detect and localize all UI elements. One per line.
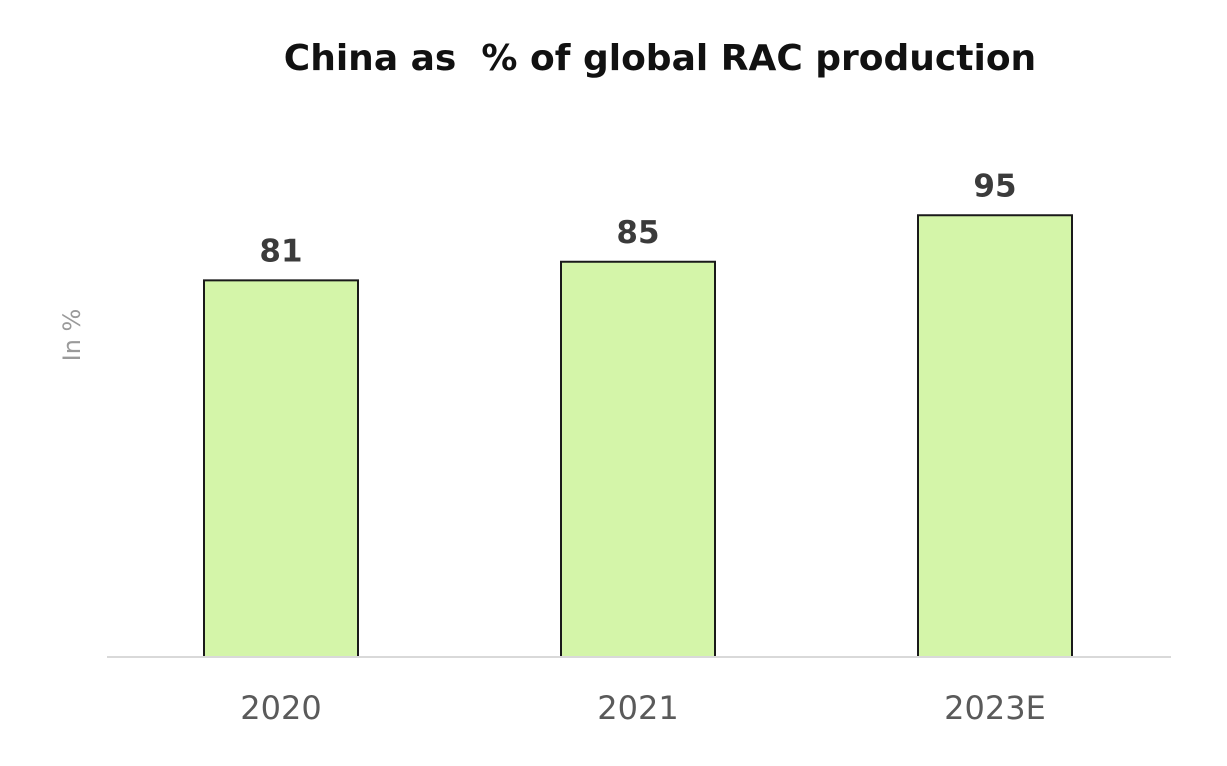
x-tick-label-2020: 2020 <box>240 689 321 727</box>
value-label-2021: 85 <box>616 215 659 251</box>
x-tick-labels: 2020 2021 2023E <box>240 689 1046 727</box>
bars-group: 81 85 95 <box>203 168 1073 658</box>
x-tick-label-2021: 2021 <box>597 689 678 727</box>
bar-2021 <box>560 260 716 658</box>
x-tick-label-2023e: 2023E <box>944 689 1046 727</box>
value-label-2023e: 95 <box>973 168 1016 204</box>
bar-2023e <box>917 214 1073 658</box>
y-axis-label: In % <box>58 309 86 362</box>
bar-2020 <box>203 279 359 658</box>
chart-title: China as % of global RAC production <box>283 38 1037 79</box>
value-label-2020: 81 <box>259 233 302 269</box>
